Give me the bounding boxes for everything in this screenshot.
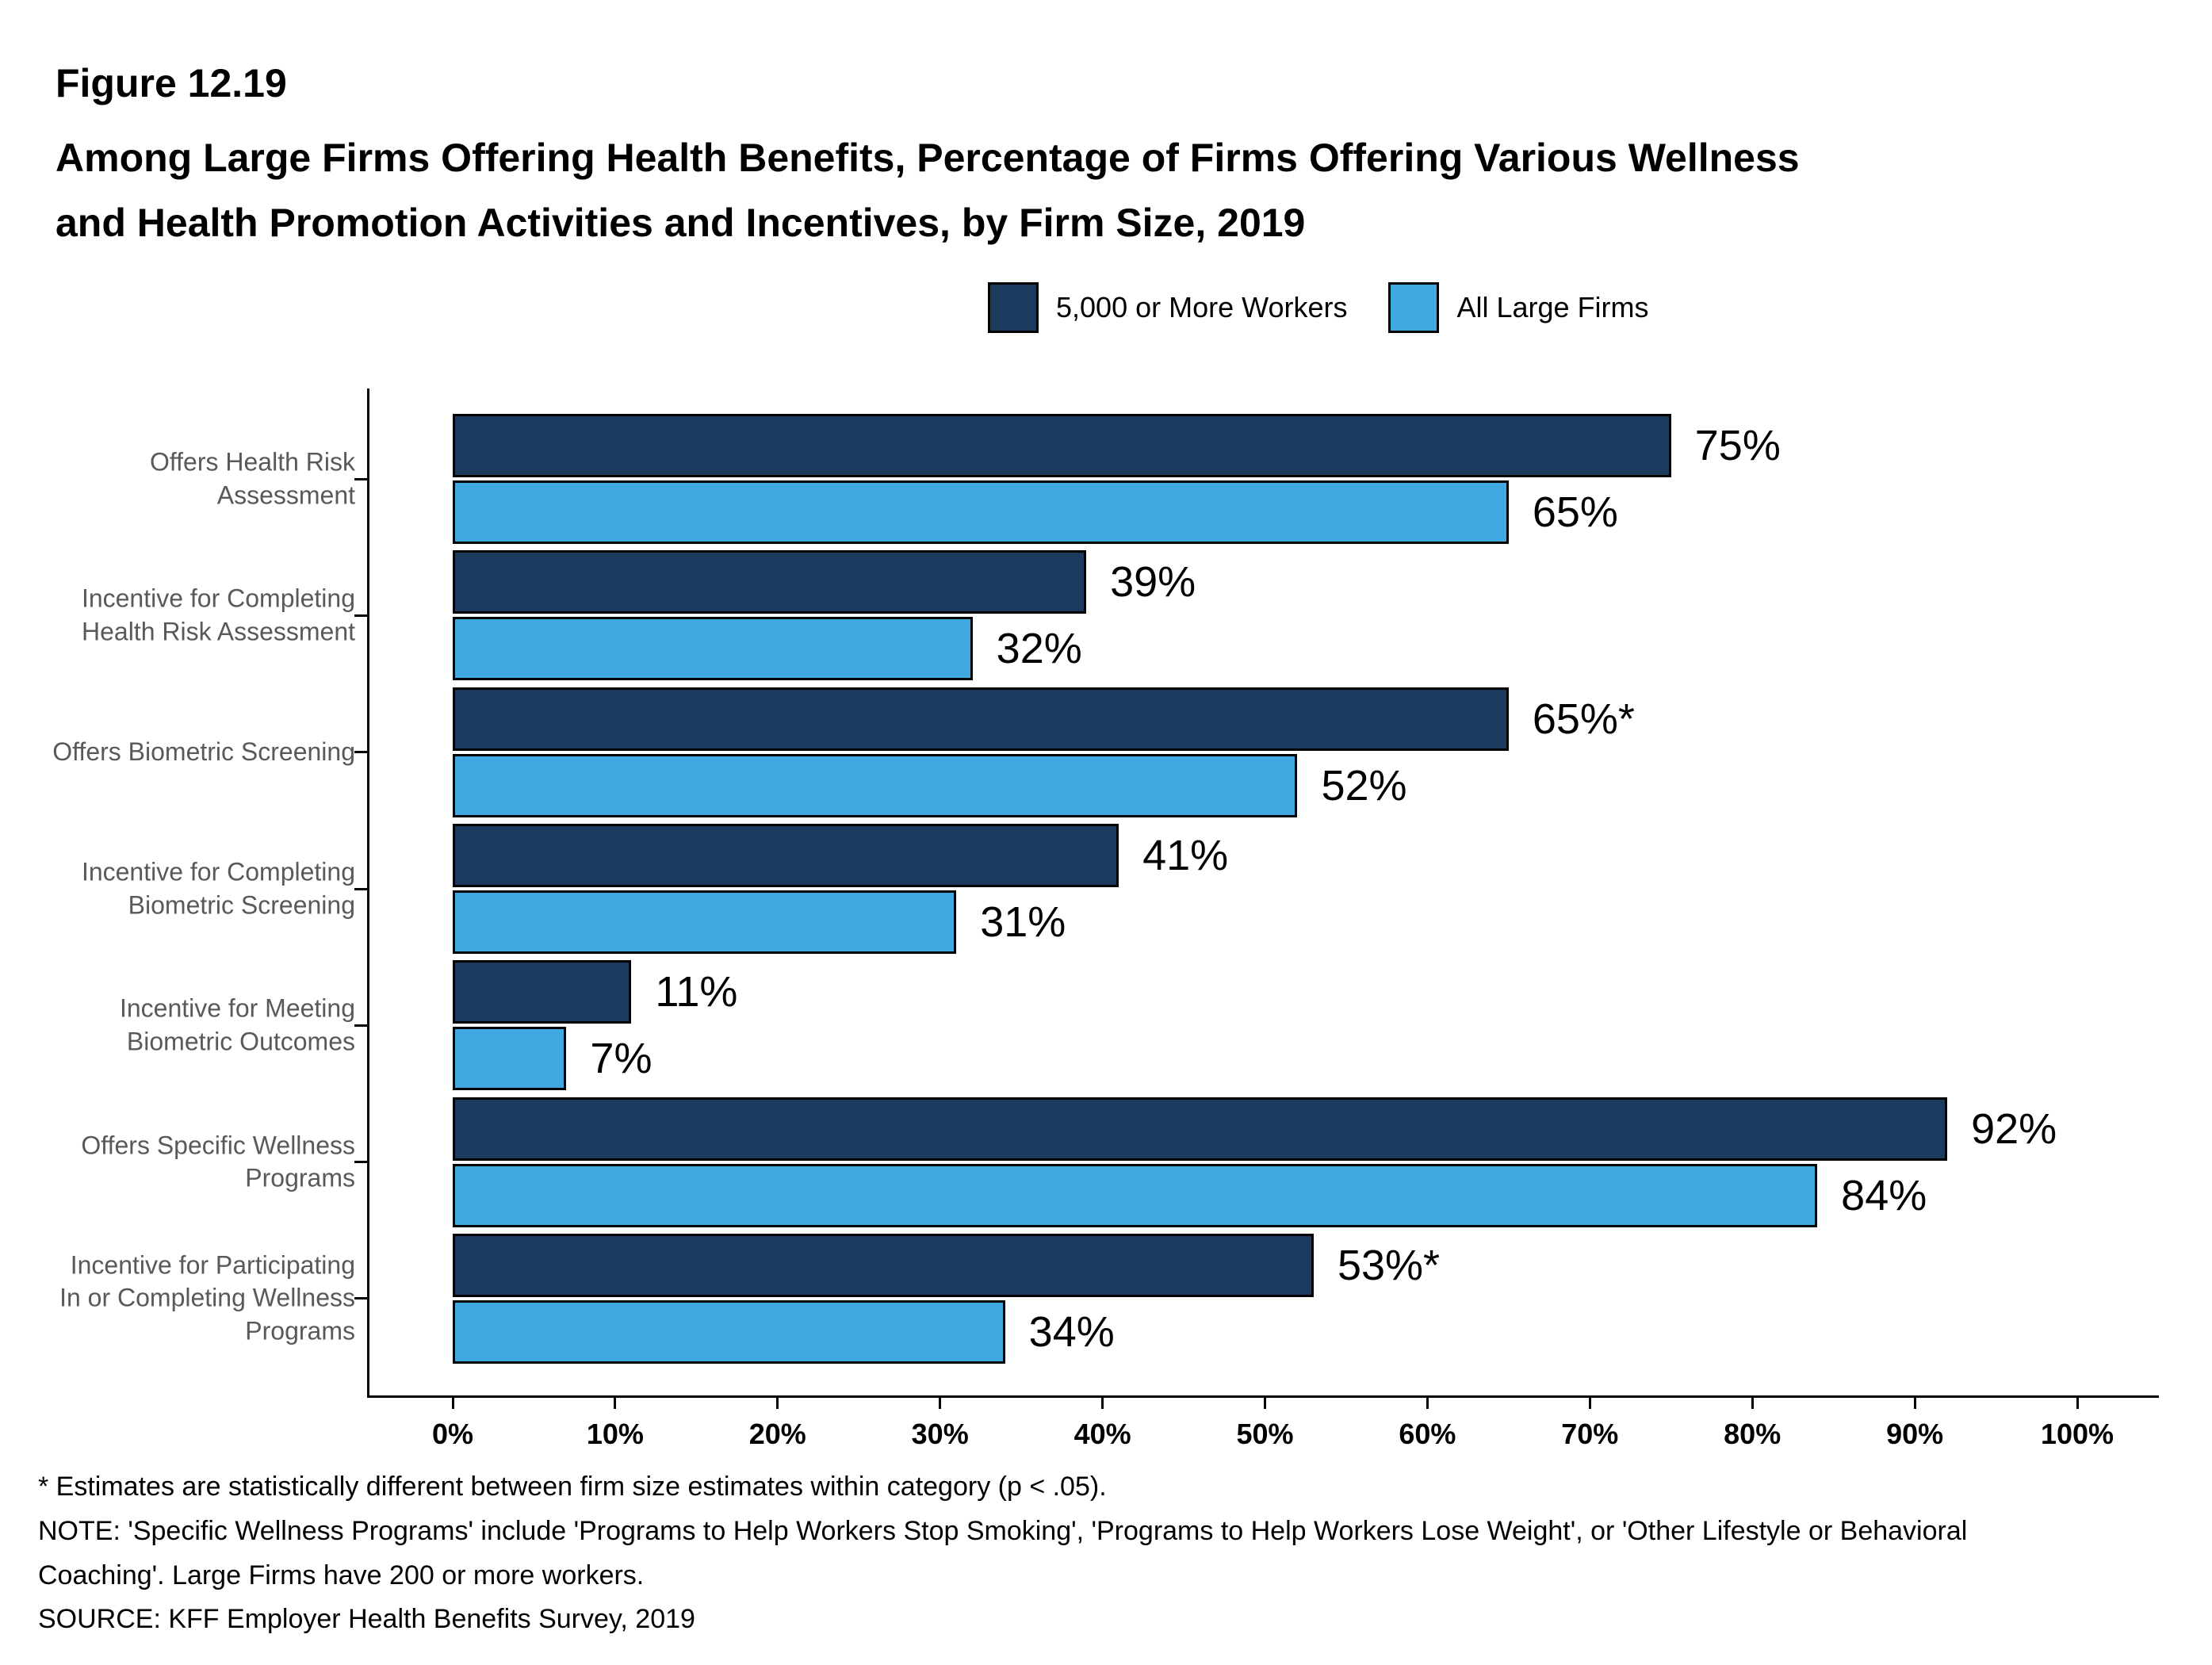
- x-axis-tick-label: 80%: [1724, 1418, 1781, 1450]
- bar-value-label: 34%: [1028, 1307, 1115, 1356]
- bar-value-label: 53%*: [1337, 1241, 1441, 1289]
- bar-value-label: 75%: [1694, 422, 1781, 470]
- footnote-note: NOTE: 'Specific Wellness Programs' inclu…: [38, 1515, 1968, 1590]
- legend-label-all-large-firms: All Large Firms: [1456, 291, 1649, 323]
- y-axis-tick: [354, 1161, 367, 1164]
- bar-5000-or-more-workers: [453, 1097, 1948, 1161]
- category-label: Offers Health Risk Assessment: [150, 446, 355, 512]
- bar-all-large-firms: [453, 617, 973, 681]
- y-axis-tick: [354, 477, 367, 480]
- legend-swatch-1: [1388, 282, 1440, 333]
- category-label: Incentive for Completing Health Risk Asse…: [82, 583, 355, 649]
- x-axis-tick: [1264, 1398, 1266, 1409]
- y-axis-tick: [354, 1297, 367, 1300]
- bar-value-label: 52%: [1321, 761, 1407, 810]
- category-label: Offers Specific Wellness Programs: [81, 1129, 355, 1195]
- legend-item-5000-or-more-workers: 5,000 or More Workers: [988, 282, 1347, 333]
- category-label-line: Programs: [245, 1163, 355, 1192]
- bar-value-label: 32%: [996, 625, 1082, 673]
- footnote-source: SOURCE: KFF Employer Health Benefits Sur…: [38, 1604, 695, 1635]
- figure-title-line-1: Among Large Firms Offering Health Benefi…: [55, 136, 1800, 180]
- bar-all-large-firms: [453, 1027, 567, 1091]
- x-axis-tick-label: 0%: [431, 1418, 474, 1450]
- bar-value-label: 65%*: [1532, 695, 1635, 743]
- bar-value-label: 41%: [1142, 832, 1229, 879]
- x-axis-tick: [2076, 1398, 2079, 1409]
- x-axis-tick-label: 40%: [1073, 1418, 1131, 1450]
- bar-value-label: 7%: [590, 1035, 653, 1083]
- bar-value-label: 65%: [1532, 488, 1618, 537]
- figure-title: Among Large Firms Offering Health Benefi…: [55, 125, 1800, 255]
- x-axis-tick-label: 20%: [748, 1418, 806, 1450]
- x-axis-tick-label: 90%: [1886, 1418, 1944, 1450]
- category-label-line: Offers Biometric Screening: [52, 737, 355, 766]
- bar-all-large-firms: [453, 753, 1298, 817]
- legend: 5,000 or More Workers All Large Firms: [988, 282, 1649, 333]
- category-label-line: Biometric Outcomes: [126, 1027, 355, 1056]
- category-label-line: Offers Specific Wellness: [81, 1130, 355, 1159]
- y-axis-tick: [354, 614, 367, 617]
- legend-swatch-0: [988, 282, 1039, 333]
- x-axis-tick-label: 50%: [1236, 1418, 1294, 1450]
- x-axis-tick-label: 70%: [1561, 1418, 1619, 1450]
- x-axis-tick: [1101, 1398, 1104, 1409]
- bar-all-large-firms: [453, 890, 957, 954]
- bar-value-label: 92%: [1971, 1104, 2057, 1153]
- y-axis-tick: [354, 887, 367, 890]
- category-label-line: Incentive for Completing: [81, 584, 355, 613]
- category-label-line: Offers Health Risk: [149, 447, 355, 477]
- footnote-significance: * Estimates are statistically different …: [38, 1472, 1107, 1502]
- x-axis-tick: [1426, 1398, 1429, 1409]
- category-label-line: Incentive for Completing: [81, 857, 355, 886]
- x-axis-tick: [1751, 1398, 1754, 1409]
- bar-5000-or-more-workers: [453, 824, 1119, 887]
- x-axis-tick: [451, 1398, 454, 1409]
- x-axis-tick: [939, 1398, 942, 1409]
- category-label: Incentive for Meeting Biometric Outcomes: [120, 993, 355, 1058]
- bar-all-large-firms: [453, 1163, 1818, 1227]
- x-axis-tick: [614, 1398, 617, 1409]
- x-axis-tick-label: 60%: [1399, 1418, 1456, 1450]
- footnotes: * Estimates are statistically different …: [38, 1465, 1988, 1642]
- x-axis-tick: [1913, 1398, 1916, 1409]
- bar-value-label: 84%: [1841, 1171, 1927, 1219]
- y-axis-line: [367, 388, 369, 1398]
- bar-value-label: 11%: [655, 968, 738, 1016]
- bar-5000-or-more-workers: [453, 550, 1087, 614]
- bar-all-large-firms: [453, 1299, 1005, 1364]
- category-label-line: Biometric Screening: [128, 890, 355, 919]
- bar-5000-or-more-workers: [453, 687, 1509, 751]
- category-label-line: In or Completing Wellness: [59, 1284, 355, 1313]
- y-axis-tick: [354, 751, 367, 754]
- legend-item-all-large-firms: All Large Firms: [1388, 282, 1649, 333]
- x-axis-tick-label: 100%: [2040, 1418, 2114, 1450]
- category-label-line: Assessment: [216, 480, 355, 510]
- bar-5000-or-more-workers: [453, 960, 632, 1024]
- category-label-line: Incentive for Participating: [70, 1250, 355, 1280]
- x-axis-tick: [776, 1398, 779, 1409]
- bar-value-label: 31%: [980, 898, 1066, 946]
- bar-5000-or-more-workers: [453, 1233, 1314, 1297]
- x-axis-tick-label: 10%: [586, 1418, 644, 1450]
- category-label-line: Incentive for Meeting: [119, 993, 355, 1023]
- category-label: Incentive for Completing Biometric Screen…: [82, 855, 355, 921]
- category-label: Incentive for Participating In or Complet…: [59, 1249, 355, 1348]
- x-axis-tick-label: 30%: [911, 1418, 969, 1450]
- bar-5000-or-more-workers: [453, 414, 1671, 478]
- figure-number: Figure 12.19: [55, 61, 287, 105]
- legend-label-5000-or-more-workers: 5,000 or More Workers: [1056, 291, 1348, 323]
- x-axis-tick: [1588, 1398, 1591, 1409]
- category-label-line: Health Risk Assessment: [81, 617, 355, 646]
- category-label-line: Programs: [245, 1316, 355, 1345]
- y-axis-tick: [354, 1024, 367, 1027]
- bar-all-large-firms: [453, 480, 1509, 545]
- bar-value-label: 39%: [1110, 558, 1196, 607]
- figure-title-line-2: and Health Promotion Activities and Ince…: [55, 201, 1306, 245]
- x-axis-line: [367, 1395, 2159, 1398]
- category-label: Offers Biometric Screening: [52, 736, 355, 769]
